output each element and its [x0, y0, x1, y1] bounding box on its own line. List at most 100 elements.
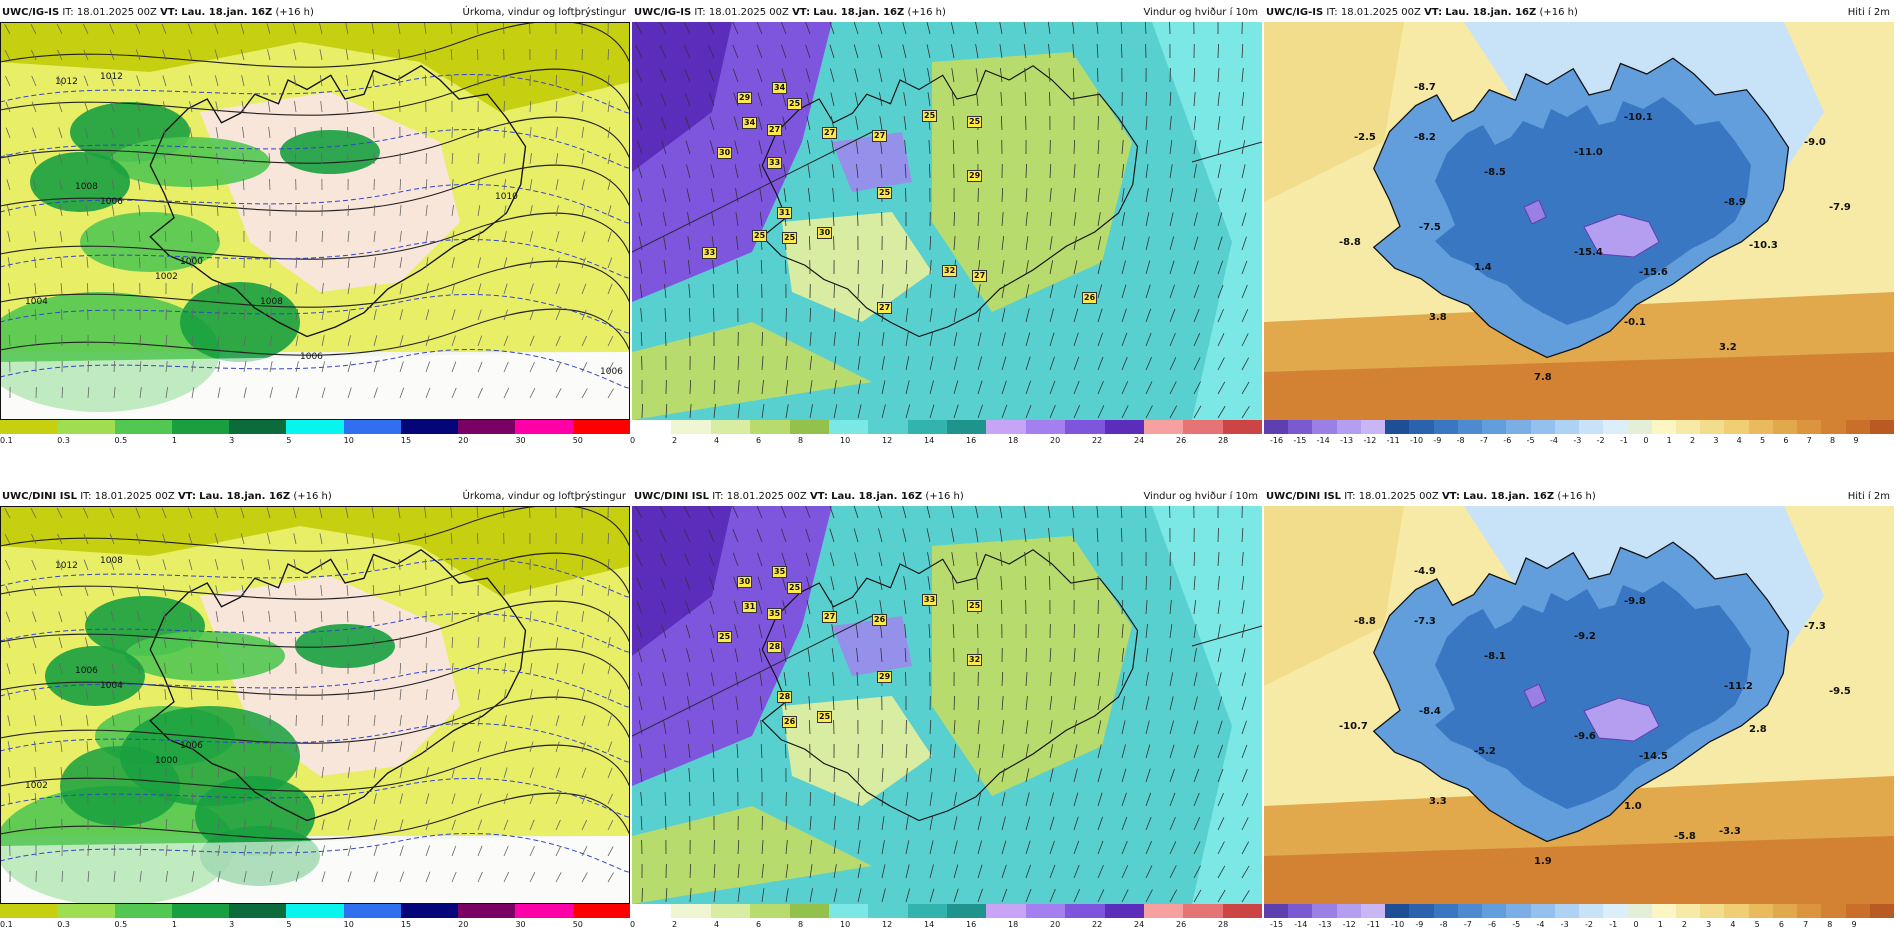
isobar-label: 1012 [100, 72, 123, 82]
color-scale-swatch [1506, 420, 1531, 434]
wind-arrow [1001, 404, 1008, 419]
wind-arrow [215, 101, 219, 113]
wind-arrow [269, 740, 272, 753]
wind-arrow [638, 212, 643, 227]
wind-arrow [529, 283, 534, 295]
wind-arrow [321, 845, 326, 857]
wind-arrow [902, 552, 907, 567]
wind-arrow [1121, 236, 1126, 251]
wind-arrow [86, 741, 89, 753]
wind-arrow [953, 211, 955, 227]
wind-arrow [162, 559, 167, 571]
wind-arrow [1241, 672, 1246, 687]
wind-arrow [1217, 672, 1222, 687]
valid-time-label: VT: [160, 7, 179, 18]
wind-arrow [33, 257, 37, 269]
wind-arrow [321, 257, 324, 269]
wind-arrow [663, 720, 667, 735]
wind-arrow [86, 282, 89, 295]
wind-arrow [581, 205, 586, 217]
temperature-value: -8.2 [1414, 132, 1436, 143]
color-scale-swatch [1845, 904, 1870, 918]
wind-arrow [1047, 22, 1051, 35]
wind-arrow [1145, 260, 1151, 275]
wind-arrow [164, 179, 167, 191]
wind-arrow [1241, 768, 1248, 783]
wind-arrow [555, 845, 562, 857]
wind-arrow [60, 257, 63, 269]
wind-arrow [1193, 817, 1201, 831]
wind-arrow [295, 793, 299, 805]
isobar-label: 1006 [100, 197, 123, 207]
wind-arrow [1241, 357, 1249, 371]
wind-arrow [805, 44, 811, 59]
wind-arrow [32, 179, 37, 191]
wind-arrow [32, 127, 37, 139]
wind-arrow [1097, 744, 1102, 759]
wind-arrow [1097, 405, 1105, 419]
temperature-value: -5.2 [1474, 746, 1496, 757]
wind-arrow [320, 611, 323, 623]
wind-arrow [635, 22, 643, 35]
wind-arrow [757, 68, 763, 83]
wind-arrow [805, 68, 811, 83]
wind-arrow [1241, 236, 1247, 251]
wind-arrow [292, 507, 297, 519]
wind-arrow [977, 356, 983, 371]
wind-arrow [685, 116, 691, 131]
wind-arrow [713, 380, 716, 395]
wind-arrow [1024, 552, 1027, 567]
color-scale-swatch [1700, 420, 1725, 434]
wind-arrow [269, 309, 272, 321]
wind-arrow [881, 888, 886, 903]
wind-arrow [807, 140, 811, 155]
wind-arrow [1097, 696, 1101, 711]
wind-arrow [451, 793, 456, 805]
wind-arrow [111, 689, 115, 701]
temperature-value: 1.0 [1624, 801, 1642, 812]
color-scale-swatch [343, 904, 401, 918]
wind-arrow [975, 22, 979, 35]
wind-arrow [83, 75, 89, 87]
wind-arrow [926, 22, 931, 35]
wind-arrow [636, 116, 643, 131]
wind-arrow [686, 164, 691, 179]
wind-arrow [347, 257, 350, 269]
wind-arrow [857, 695, 859, 711]
wind-arrow [1241, 309, 1249, 323]
wind-arrow [217, 793, 220, 805]
wind-arrow [6, 205, 11, 217]
wind-arrow [1049, 91, 1051, 107]
wind-arrow [269, 871, 273, 883]
wind-arrow [1217, 68, 1220, 83]
wind-arrow [373, 335, 378, 347]
wind-arrow [805, 552, 811, 567]
wind-arrow [269, 335, 273, 347]
gust-value: 25 [967, 116, 983, 128]
wind-arrow [999, 552, 1003, 567]
wind-arrow [295, 819, 299, 831]
wind-arrow [782, 624, 787, 639]
wind-arrow [664, 792, 667, 807]
wind-arrow [373, 793, 377, 805]
scale-tick-label: 30 [515, 436, 526, 445]
map-panel-temp: UWC/DINI ISL IT: 18.01.2025 00Z VT: Lau.… [1264, 488, 1895, 943]
wind-arrow [734, 624, 739, 639]
wind-arrow [684, 576, 691, 591]
wind-arrow [781, 576, 787, 591]
gust-value: 25 [967, 600, 983, 612]
wind-arrow [661, 648, 667, 663]
wind-arrow [451, 231, 455, 243]
scale-tick-label: 5 [1760, 436, 1766, 445]
wind-arrow [607, 257, 613, 269]
wind-arrow [372, 584, 375, 597]
wind-arrow [191, 792, 194, 805]
wind-arrow [782, 600, 787, 615]
wind-arrow [1241, 284, 1248, 299]
wind-arrow [529, 335, 535, 347]
gust-value: 33 [922, 594, 938, 606]
wind-arrow [187, 507, 193, 519]
wind-arrow [689, 379, 692, 395]
color-scale-swatch [1336, 420, 1361, 434]
wind-arrow [110, 101, 115, 113]
